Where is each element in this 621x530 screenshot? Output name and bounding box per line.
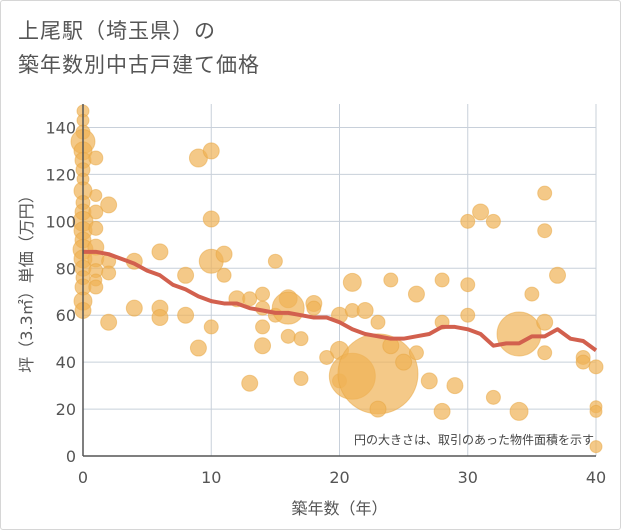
- bubble-point: [88, 279, 104, 295]
- bubble-point: [125, 299, 143, 317]
- bubble-point: [177, 266, 195, 284]
- bubble-point: [216, 267, 232, 283]
- bubble-point: [496, 311, 542, 357]
- y-tick-label: 140: [45, 118, 76, 137]
- bubble-point: [589, 440, 603, 454]
- axes: [82, 104, 596, 457]
- bubble-point: [460, 307, 476, 323]
- bubble-point: [306, 300, 322, 316]
- chart-title-line1: 上尾駅（埼玉県）の: [18, 19, 216, 43]
- bubble-point: [407, 285, 425, 303]
- bubble-point: [242, 291, 258, 307]
- bubble-point: [509, 401, 529, 421]
- bubble-point: [151, 243, 169, 261]
- bubble-point: [100, 196, 118, 214]
- bubble-point: [189, 339, 207, 357]
- bubble-point: [100, 313, 118, 331]
- y-tick-label: 120: [45, 165, 76, 184]
- bubble-point: [434, 272, 450, 288]
- bubble-point: [446, 377, 464, 395]
- bubble-point: [280, 328, 296, 344]
- bubble-point: [537, 345, 553, 361]
- bubble-point: [472, 203, 490, 221]
- y-tick-label: 20: [56, 400, 76, 419]
- x-tick-label: 40: [586, 468, 606, 487]
- y-tick-label: 60: [56, 306, 76, 325]
- bubble-point: [537, 185, 553, 201]
- bubble-point: [588, 359, 604, 375]
- bubble-point: [342, 272, 362, 292]
- trend-line: [83, 249, 598, 353]
- bubble-point: [433, 402, 451, 420]
- bubble-point: [254, 337, 272, 355]
- bubble-point: [177, 306, 195, 324]
- bubble-point: [408, 345, 424, 361]
- bubble-point: [203, 319, 219, 335]
- tick-labels: 0 20 40 60 80 100 120 140 0 10 20 30 40: [45, 118, 606, 487]
- bubble-point: [370, 314, 386, 330]
- bubble-point: [202, 142, 220, 160]
- bubble-point: [293, 331, 309, 347]
- x-tick-label: 30: [458, 468, 478, 487]
- bubble-point: [215, 245, 233, 263]
- bubble-point: [460, 213, 476, 229]
- chart-title: 上尾駅（埼玉県）の 築年数別中古戸建て価格: [18, 14, 260, 82]
- bubble-point: [589, 404, 603, 418]
- bubble-point: [88, 220, 104, 236]
- x-tick-label: 10: [201, 468, 221, 487]
- bubble-point: [460, 277, 476, 293]
- bubble-point: [202, 210, 220, 228]
- y-tick-label: 100: [45, 212, 76, 231]
- bubble-point: [537, 223, 553, 239]
- x-axis-label: 築年数（年）: [291, 499, 387, 518]
- y-tick-label: 80: [56, 259, 76, 278]
- bubble-point: [524, 286, 540, 302]
- bubble-point: [89, 189, 103, 203]
- bubble-point: [485, 213, 501, 229]
- bubble-point: [356, 302, 374, 320]
- bubble-point: [485, 389, 501, 405]
- x-tick-label: 20: [329, 468, 349, 487]
- bubble-point: [255, 286, 271, 302]
- bubble-point: [420, 372, 438, 390]
- y-axis-label: 坪（3.3㎡）単価（万円）: [17, 187, 36, 372]
- bubble-point: [383, 272, 399, 288]
- bubble-point: [369, 400, 387, 418]
- bubble-series: [70, 104, 604, 454]
- bubble-point: [241, 374, 259, 392]
- y-tick-label: 0: [66, 447, 76, 466]
- bubble-point: [575, 354, 591, 370]
- bubble-point: [395, 353, 413, 371]
- bubble-point: [88, 204, 104, 220]
- bubble-point: [88, 150, 104, 166]
- bubble-point: [267, 253, 283, 269]
- bubble-point: [549, 266, 567, 284]
- y-tick-label: 40: [56, 353, 76, 372]
- bubble-point: [101, 265, 117, 281]
- trend-line-group: [83, 249, 598, 353]
- bubble-point: [151, 309, 169, 327]
- chart-title-line2: 築年数別中古戸建て価格: [18, 53, 260, 77]
- bubble-point: [536, 313, 554, 331]
- bubble-size-note: 円の大きさは、取引のあった物件面積を示す: [354, 432, 594, 447]
- x-tick-label: 0: [78, 468, 88, 487]
- bubble-point: [293, 371, 309, 387]
- bubble-point: [271, 291, 305, 325]
- bubble-point: [255, 319, 271, 335]
